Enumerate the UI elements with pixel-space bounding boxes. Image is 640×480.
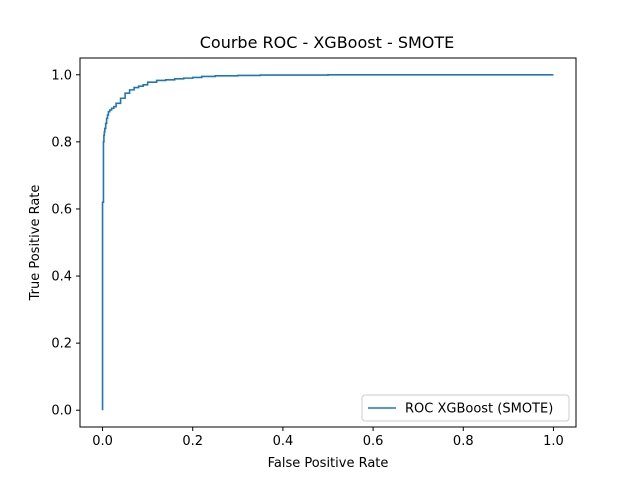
y-tick-label: 0.2	[51, 337, 72, 352]
legend-label: ROC XGBoost (SMOTE)	[405, 402, 553, 417]
legend: ROC XGBoost (SMOTE)	[361, 394, 570, 422]
y-tick-label: 1.0	[51, 68, 72, 83]
y-tick-label: 0.0	[51, 404, 72, 419]
x-tick-label: 0.8	[453, 434, 474, 449]
x-tick-label: 0.2	[182, 434, 203, 449]
legend-box	[361, 394, 570, 422]
y-tick-label: 0.4	[51, 270, 72, 285]
x-axis-label: False Positive Rate	[268, 456, 389, 471]
y-axis: 0.0 0.2 0.4 0.6 0.8 1.0	[51, 68, 80, 419]
y-tick-label: 0.6	[51, 202, 72, 217]
y-tick-label: 0.8	[51, 135, 72, 150]
x-tick-label: 1.0	[543, 434, 564, 449]
x-tick-label: 0.0	[92, 434, 113, 449]
x-tick-label: 0.4	[273, 434, 294, 449]
y-axis-label: True Positive Rate	[28, 185, 43, 302]
plot-frame	[79, 57, 577, 428]
roc-curve-line	[101, 73, 554, 411]
x-tick-label: 0.6	[363, 434, 384, 449]
chart-title: Courbe ROC - XGBoost - SMOTE	[200, 33, 455, 52]
x-axis: 0.0 0.2 0.4 0.6 0.8 1.0	[92, 427, 564, 449]
